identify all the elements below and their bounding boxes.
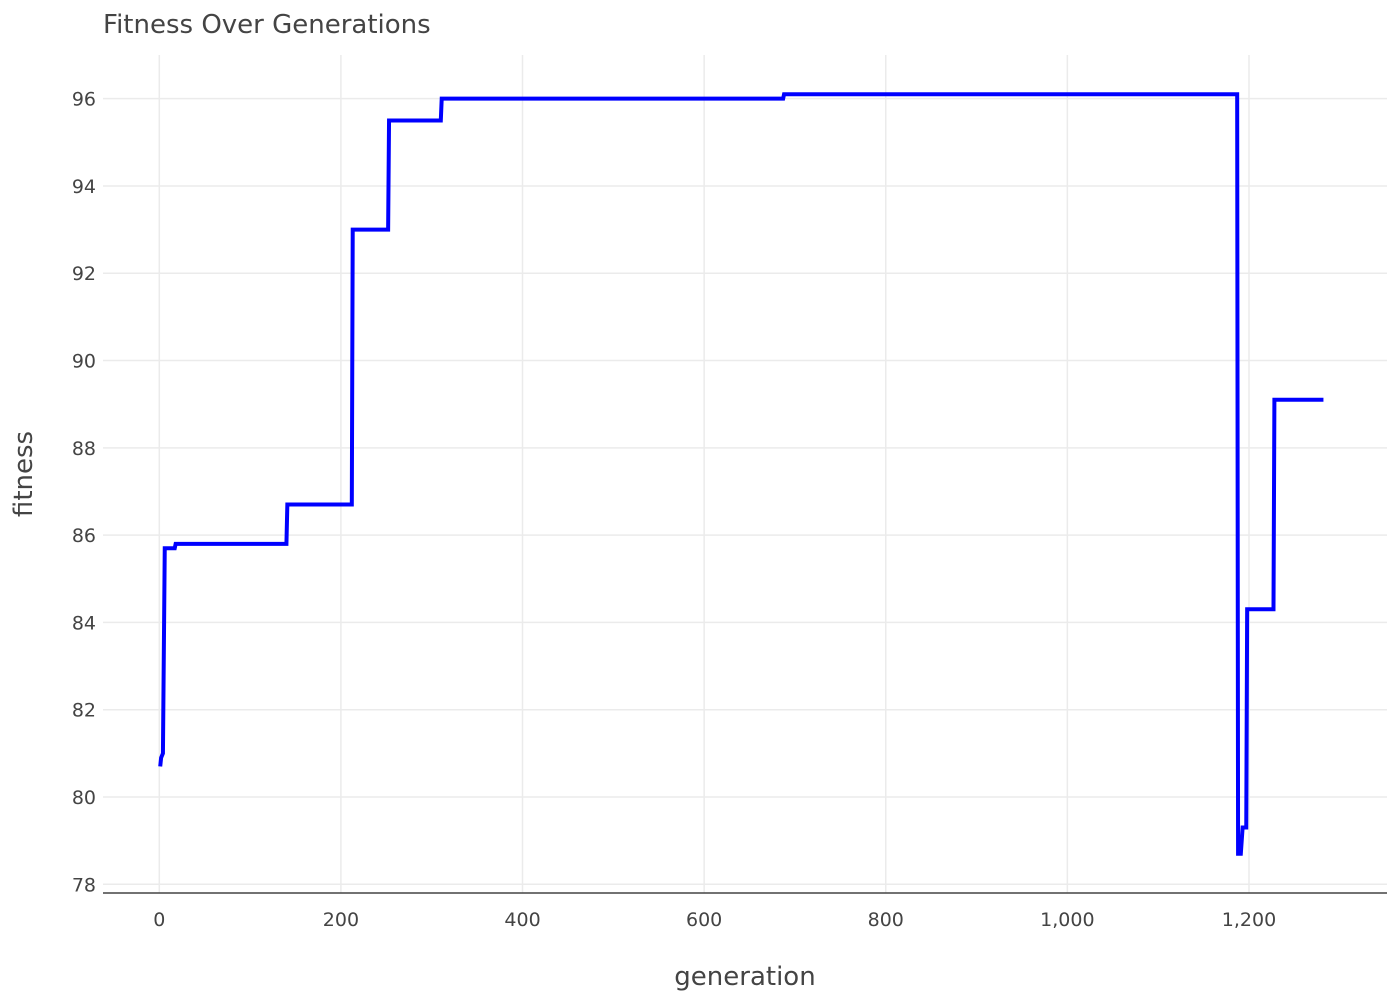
chart-title: Fitness Over Generations (103, 10, 431, 40)
y-tick-label: 90 (72, 351, 96, 373)
y-tick-label: 82 (72, 700, 96, 722)
y-tick-label: 86 (72, 525, 96, 547)
series-layer (158, 92, 1324, 856)
x-tick-label: 0 (153, 909, 165, 931)
y-tick-label: 78 (72, 874, 96, 896)
y-tick-label: 84 (72, 612, 96, 634)
axes: 0 200 400 600 800 1,000 1,200 78 80 82 84 86 88 90 92 9… (72, 89, 1387, 931)
y-tick-label: 94 (72, 176, 96, 198)
y-tick-label: 80 (72, 787, 96, 809)
x-tick-label: 600 (686, 909, 722, 931)
y-axis-title: fitness (9, 431, 39, 517)
y-tick-label: 88 (72, 438, 96, 460)
x-tick-label: 1,200 (1222, 909, 1276, 931)
x-tick-label: 400 (504, 909, 540, 931)
y-tick-label: 92 (72, 263, 96, 285)
x-tick-label: 800 (868, 909, 904, 931)
x-tick-label: 200 (323, 909, 359, 931)
x-tick-label: 1,000 (1040, 909, 1094, 931)
x-axis-title: generation (674, 962, 815, 992)
fitness-series-line (158, 92, 1324, 856)
y-tick-label: 96 (72, 89, 96, 111)
